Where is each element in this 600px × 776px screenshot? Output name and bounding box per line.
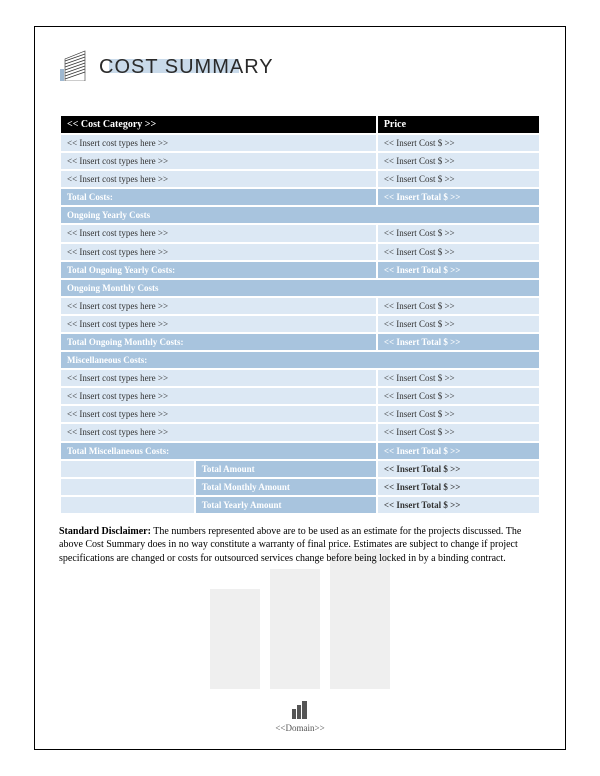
disclaimer-heading: Standard Disclaimer:	[59, 526, 151, 537]
table-row: << Insert cost types here >><< Insert Co…	[61, 171, 539, 187]
table-header-row: << Cost Category >>Price	[61, 116, 539, 133]
table-row: << Insert cost types here >><< Insert Co…	[61, 424, 539, 440]
page-frame: COST SUMMARY << Cost Category >>Price<< …	[34, 26, 566, 750]
grand-total-label: Total Amount	[196, 461, 376, 477]
table-row: << Insert cost types here >><< Insert Co…	[61, 244, 539, 260]
cost-price-cell: << Insert Cost $ >>	[378, 153, 539, 169]
cost-type-cell: << Insert cost types here >>	[61, 225, 376, 241]
subtotal-row: Total Ongoing Yearly Costs:<< Insert Tot…	[61, 262, 539, 278]
page-title: COST SUMMARY	[99, 56, 274, 79]
subtotal-label: Total Miscellaneous Costs:	[61, 443, 376, 459]
table-row: << Insert cost types here >><< Insert Co…	[61, 153, 539, 169]
cost-price-cell: << Insert Cost $ >>	[378, 316, 539, 332]
cost-price-cell: << Insert Cost $ >>	[378, 388, 539, 404]
grand-total-value: << Insert Total $ >>	[378, 497, 539, 513]
subtotal-value: << Insert Total $ >>	[378, 334, 539, 350]
subtotal-value: << Insert Total $ >>	[378, 189, 539, 205]
section-label: Ongoing Yearly Costs	[61, 207, 539, 223]
cost-price-cell: << Insert Cost $ >>	[378, 424, 539, 440]
table-row: << Insert cost types here >><< Insert Co…	[61, 406, 539, 422]
header: COST SUMMARY	[59, 49, 541, 86]
section-label: Ongoing Monthly Costs	[61, 280, 539, 296]
section-row: Miscellaneous Costs:	[61, 352, 539, 368]
cost-type-cell: << Insert cost types here >>	[61, 135, 376, 151]
grand-total-label: Total Yearly Amount	[196, 497, 376, 513]
grand-total-label: Total Monthly Amount	[196, 479, 376, 495]
subtotal-label: Total Ongoing Monthly Costs:	[61, 334, 376, 350]
cost-price-cell: << Insert Cost $ >>	[378, 370, 539, 386]
section-label: Miscellaneous Costs:	[61, 352, 539, 368]
cost-type-cell: << Insert cost types here >>	[61, 153, 376, 169]
grand-total-row: Total Yearly Amount<< Insert Total $ >>	[61, 497, 539, 513]
subtotal-label: Total Costs:	[61, 189, 376, 205]
cost-price-cell: << Insert Cost $ >>	[378, 298, 539, 314]
cost-price-cell: << Insert Cost $ >>	[378, 225, 539, 241]
subtotal-label: Total Ongoing Yearly Costs:	[61, 262, 376, 278]
footer-text: <<Domain>>	[275, 723, 324, 733]
building-icon	[59, 49, 93, 86]
cost-type-cell: << Insert cost types here >>	[61, 388, 376, 404]
table-row: << Insert cost types here >><< Insert Co…	[61, 388, 539, 404]
cost-price-cell: << Insert Cost $ >>	[378, 406, 539, 422]
cost-type-cell: << Insert cost types here >>	[61, 370, 376, 386]
grand-total-blank	[61, 479, 194, 495]
grand-total-row: Total Amount<< Insert Total $ >>	[61, 461, 539, 477]
subtotal-row: Total Ongoing Monthly Costs:<< Insert To…	[61, 334, 539, 350]
table-row: << Insert cost types here >><< Insert Co…	[61, 225, 539, 241]
cost-price-cell: << Insert Cost $ >>	[378, 244, 539, 260]
table-row: << Insert cost types here >><< Insert Co…	[61, 370, 539, 386]
table-row: << Insert cost types here >><< Insert Co…	[61, 298, 539, 314]
cost-type-cell: << Insert cost types here >>	[61, 298, 376, 314]
subtotal-value: << Insert Total $ >>	[378, 262, 539, 278]
cost-type-cell: << Insert cost types here >>	[61, 171, 376, 187]
cost-type-cell: << Insert cost types here >>	[61, 406, 376, 422]
table-row: << Insert cost types here >><< Insert Co…	[61, 135, 539, 151]
watermark-buildings-icon	[190, 549, 410, 689]
grand-total-blank	[61, 461, 194, 477]
table-row: << Insert cost types here >><< Insert Co…	[61, 316, 539, 332]
grand-total-value: << Insert Total $ >>	[378, 461, 539, 477]
footer: <<Domain>>	[59, 701, 541, 733]
cost-price-cell: << Insert Cost $ >>	[378, 171, 539, 187]
cost-type-cell: << Insert cost types here >>	[61, 424, 376, 440]
grand-total-blank	[61, 497, 194, 513]
subtotal-row: Total Costs:<< Insert Total $ >>	[61, 189, 539, 205]
header-category: << Cost Category >>	[61, 116, 376, 133]
section-row: Ongoing Monthly Costs	[61, 280, 539, 296]
footer-building-icon	[59, 701, 541, 721]
subtotal-row: Total Miscellaneous Costs:<< Insert Tota…	[61, 443, 539, 459]
subtotal-value: << Insert Total $ >>	[378, 443, 539, 459]
cost-type-cell: << Insert cost types here >>	[61, 316, 376, 332]
cost-price-cell: << Insert Cost $ >>	[378, 135, 539, 151]
header-price: Price	[378, 116, 539, 133]
grand-total-value: << Insert Total $ >>	[378, 479, 539, 495]
section-row: Ongoing Yearly Costs	[61, 207, 539, 223]
grand-total-row: Total Monthly Amount<< Insert Total $ >>	[61, 479, 539, 495]
cost-type-cell: << Insert cost types here >>	[61, 244, 376, 260]
cost-summary-table: << Cost Category >>Price<< Insert cost t…	[59, 114, 541, 515]
